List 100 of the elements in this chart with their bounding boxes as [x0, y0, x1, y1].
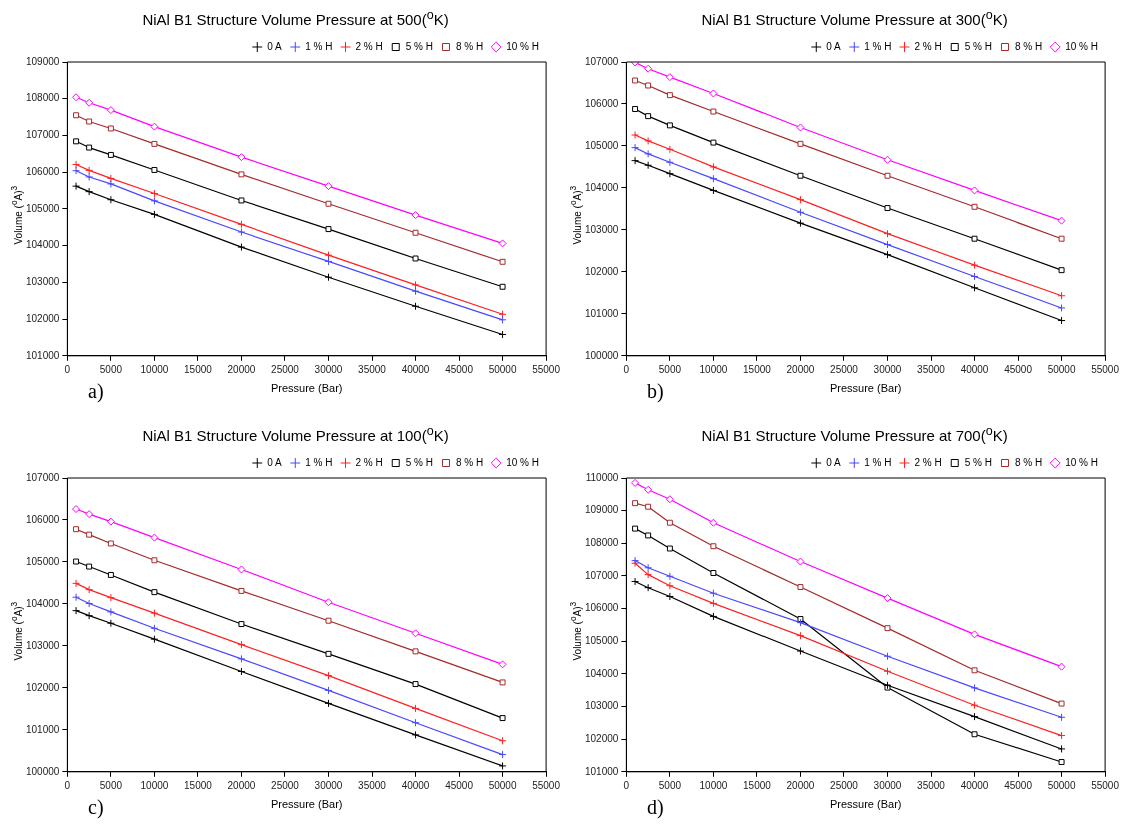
x-tick-label: 40000: [401, 363, 430, 375]
point: [85, 611, 94, 620]
point: [971, 667, 978, 674]
point: [411, 629, 420, 638]
point: [324, 686, 333, 695]
x-tick-label: 0: [623, 779, 630, 791]
point: [85, 187, 94, 196]
point: [796, 557, 805, 566]
point: [107, 125, 114, 132]
point: [325, 200, 332, 207]
text: c): [88, 796, 104, 819]
point: [644, 570, 653, 579]
x-tick-label: 35000: [917, 363, 946, 375]
point: [237, 243, 246, 252]
point: [971, 235, 978, 242]
x-tick-label: 5000: [658, 779, 682, 791]
point: [324, 598, 333, 607]
legend-label: 5 % H: [964, 40, 992, 52]
y-tick-label: 106000: [25, 165, 60, 177]
y-tick-label: 105000: [584, 634, 619, 646]
legend-label: 1 % H: [864, 456, 892, 468]
chart-title: NiAl B1 Structure Volume Pressure at 300($^{o}$K): [700, 8, 1009, 30]
x-tick-label: 10000: [140, 779, 169, 791]
point: [645, 532, 652, 539]
point: [150, 122, 159, 131]
x-tick-label: 20000: [786, 779, 815, 791]
point: [151, 167, 158, 173]
legend-label: 0 A: [826, 456, 842, 468]
point: [796, 195, 805, 204]
point: [73, 138, 80, 145]
point: [238, 587, 245, 594]
point: [150, 533, 159, 542]
point: [631, 156, 640, 165]
point: [1057, 291, 1066, 300]
point: [107, 540, 114, 547]
point: [883, 594, 892, 603]
point: [644, 485, 653, 494]
point: [324, 182, 333, 191]
point: [150, 635, 159, 644]
point: [796, 631, 805, 640]
x-tick-label: 20000: [786, 363, 815, 375]
x-tick-label: 30000: [873, 779, 902, 791]
point: [411, 280, 420, 289]
y-tick-label: 102000: [25, 681, 60, 693]
point: [72, 579, 81, 588]
point: [632, 525, 639, 532]
point: [1057, 303, 1066, 312]
point: [412, 648, 419, 655]
y-tick-label: 100000: [584, 349, 619, 361]
point: [797, 584, 804, 591]
point: [631, 143, 640, 152]
x-tick-label: 40000: [401, 779, 430, 791]
point: [72, 606, 81, 615]
point: [645, 82, 652, 89]
x-tick-label: 50000: [488, 363, 517, 375]
point: [1057, 713, 1066, 722]
x-tick-label: 10000: [140, 363, 169, 375]
point: [237, 640, 246, 649]
y-tick-label: 107000: [25, 471, 60, 483]
point: [72, 160, 81, 169]
y-tick-label: 103000: [584, 223, 619, 235]
point: [498, 330, 507, 339]
point: [238, 171, 245, 178]
x-tick-label: 25000: [271, 779, 300, 791]
point: [644, 149, 653, 158]
point: [884, 205, 891, 212]
y-tick-label: 101000: [584, 307, 619, 319]
point: [970, 630, 979, 639]
chart-title: NiAl B1 Structure Volume Pressure at 100($^{o}$K): [141, 424, 450, 446]
point: [498, 736, 507, 745]
point: [645, 113, 652, 120]
point: [106, 607, 115, 616]
point: [73, 526, 80, 533]
point: [709, 162, 718, 171]
legend-label: 8 % H: [455, 456, 484, 468]
x-tick-label: 10000: [699, 363, 728, 375]
point: [86, 531, 93, 538]
point: [665, 592, 674, 601]
x-tick-label: 15000: [743, 363, 772, 375]
point: [665, 572, 674, 581]
x-tick-label: 20000: [227, 363, 256, 375]
point: [644, 64, 653, 73]
point: [412, 681, 419, 688]
point: [709, 174, 718, 183]
point: [107, 571, 114, 578]
point: [72, 166, 81, 175]
point: [796, 618, 805, 627]
point: [151, 557, 158, 564]
point: [883, 229, 892, 238]
legend-label: 10 % H: [1065, 40, 1098, 52]
point: [150, 210, 159, 219]
point: [86, 118, 93, 125]
point: [324, 699, 333, 708]
point: [237, 153, 246, 162]
point: [970, 261, 979, 270]
y-tick-label: 103000: [584, 700, 619, 712]
x-axis-title: Pressure (Bar): [270, 798, 343, 811]
y-tick-label: 104000: [25, 239, 60, 251]
point: [883, 652, 892, 661]
legend-label: 0 A: [826, 40, 842, 52]
